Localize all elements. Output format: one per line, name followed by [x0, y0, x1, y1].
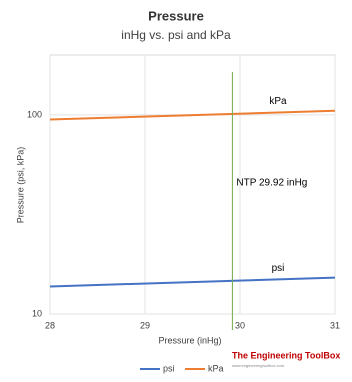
watermark-title: The Engineering ToolBox [232, 350, 340, 360]
annotation-label: NTP 29.92 inHg [236, 178, 307, 189]
watermark-url: www.engineeringtoolbox.com [232, 363, 285, 368]
chart-title: Pressure [148, 8, 204, 23]
series-line [49, 276, 336, 288]
y-tick-label: 10 [32, 308, 42, 318]
x-axis-label: Pressure (inHg) [158, 335, 221, 345]
legend-label: psi [163, 363, 175, 373]
series-line [49, 109, 336, 121]
x-tick-label: 31 [330, 320, 340, 330]
chart-subtitle: inHg vs. psi and kPa [121, 28, 231, 42]
y-axis-label: Pressure (psi, kPa) [15, 147, 25, 224]
legend-label: kPa [208, 363, 224, 373]
series-label: psi [272, 263, 285, 274]
x-tick-label: 30 [235, 320, 245, 330]
x-tick-label: 28 [45, 320, 55, 330]
x-tick-label: 29 [140, 320, 150, 330]
series-label: kPa [269, 96, 287, 107]
y-tick-label: 100 [27, 109, 42, 119]
